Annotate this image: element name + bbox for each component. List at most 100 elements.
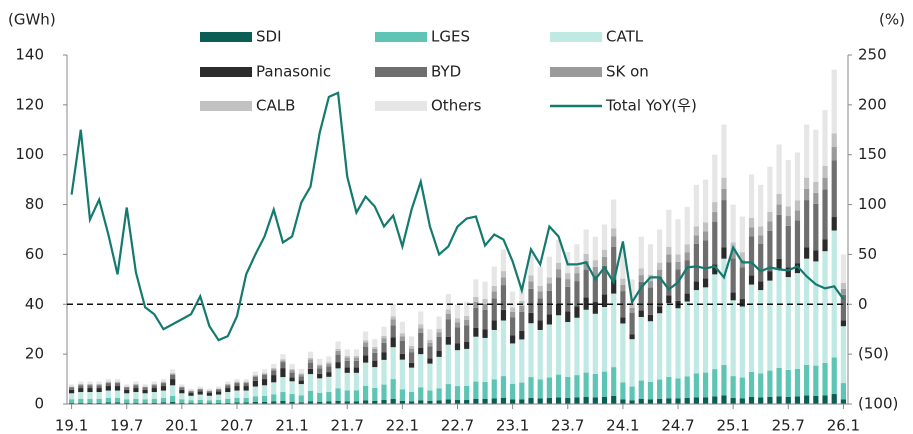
bar-segment: [822, 165, 828, 178]
bar-segment: [565, 311, 571, 322]
yoy-line: [70, 91, 845, 342]
bar-segment: [739, 398, 745, 404]
bar-segment: [408, 345, 415, 349]
bar-segment: [363, 331, 369, 341]
x-tick-label: 22.7: [441, 417, 474, 434]
bar-segment: [326, 401, 332, 404]
bar-segment: [363, 340, 369, 343]
bar-segment: [491, 298, 497, 321]
x-tick-label: 21.1: [275, 417, 308, 434]
bar-segment: [611, 293, 617, 368]
bar-segment: [133, 385, 139, 389]
bar-segment: [399, 333, 405, 337]
bar-segment: [491, 291, 497, 299]
bar-segment: [289, 372, 295, 378]
bar-segment: [307, 401, 314, 404]
bar-segment: [739, 267, 745, 300]
bar-segment: [721, 258, 727, 365]
bar-segment: [418, 354, 424, 388]
bar-segment: [730, 204, 736, 243]
bar-segment: [510, 291, 516, 308]
bar-segment: [261, 385, 268, 396]
bar-segment: [583, 297, 589, 310]
bar-segment: [712, 396, 718, 404]
bar-segment: [555, 315, 562, 375]
bar-segment: [261, 379, 268, 386]
bar-segment: [620, 317, 626, 324]
bar-segment: [482, 310, 488, 330]
bar-segment: [693, 290, 699, 374]
bar-segment: [353, 349, 360, 356]
bar-segment: [831, 146, 837, 161]
bar-segment: [693, 243, 699, 282]
bar-segment: [280, 377, 286, 393]
bar-segment: [216, 391, 222, 395]
bar-segment: [473, 308, 479, 328]
bar-segment: [620, 284, 626, 292]
bar-segment: [96, 381, 102, 384]
x-tick-label: 21.7: [331, 417, 364, 434]
bar-segment: [335, 341, 341, 349]
bar-segment: [418, 387, 424, 401]
bar-segment: [776, 396, 782, 404]
bar-segment: [436, 328, 442, 333]
bar-segment: [133, 402, 139, 404]
bar-segment: [675, 378, 681, 399]
bar-segment: [785, 225, 791, 268]
bar-segment: [565, 398, 571, 404]
bar-segment: [739, 252, 745, 260]
bar-segment: [464, 325, 470, 342]
bar-segment: [133, 384, 139, 386]
bar-segment: [592, 260, 598, 267]
bar-segment: [574, 317, 580, 376]
bar-segment: [767, 280, 773, 371]
bar-segment: [317, 365, 323, 369]
bar-segment: [105, 398, 111, 403]
bar-segment: [68, 389, 75, 394]
bar-segment: [271, 382, 277, 395]
bar-segment: [666, 398, 672, 404]
bar-segment: [68, 393, 75, 400]
bar-segment: [326, 392, 332, 402]
bar-segment: [510, 335, 516, 344]
bar-segment: [739, 306, 745, 378]
bar-segment: [289, 394, 295, 403]
bar-segment: [298, 374, 304, 377]
bar-segment: [225, 388, 231, 393]
bar-segment: [675, 398, 681, 404]
bar-segment: [335, 388, 341, 401]
bar-segment: [317, 368, 323, 374]
bar-segment: [491, 379, 497, 399]
bar-segment: [225, 392, 231, 399]
bar-segment: [804, 258, 810, 365]
bar-segment: [748, 284, 755, 372]
bar-segment: [96, 398, 102, 403]
x-tick-label: 25.7: [772, 417, 805, 434]
bar-segment: [592, 266, 598, 276]
bar-segment: [510, 399, 516, 404]
bar-segment: [831, 69, 837, 134]
bar-segment: [105, 402, 111, 404]
bar-segment: [840, 383, 847, 400]
bar-segment: [748, 371, 755, 398]
y2-tick-label: 150: [858, 145, 887, 163]
bar-segment: [96, 383, 102, 385]
bar-segment: [344, 390, 350, 402]
legend-label: BYD: [431, 63, 461, 81]
bar-segment: [142, 402, 148, 404]
bar-segment: [399, 359, 405, 390]
bar-segment: [804, 188, 810, 201]
bar-segment: [353, 401, 360, 404]
bar-segment: [124, 393, 130, 400]
bar-segment: [353, 367, 360, 373]
bar-segment: [813, 261, 819, 366]
bar-segment: [620, 323, 626, 383]
bar-segment: [188, 391, 194, 394]
bar-segment: [445, 294, 451, 310]
bar-segment: [794, 273, 801, 369]
bar-segment: [555, 374, 562, 398]
bar-segment: [243, 402, 249, 404]
bar-segment: [372, 367, 378, 388]
bar-segment: [216, 389, 222, 392]
bar-segment: [427, 358, 433, 364]
